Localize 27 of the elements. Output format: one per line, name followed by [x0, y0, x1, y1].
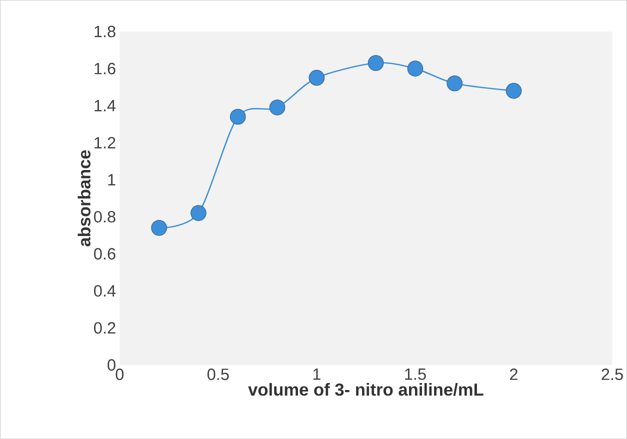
x-tick-label: 0.5 [207, 368, 229, 380]
y-tick-label: 0.8 [94, 211, 116, 223]
x-tick-label: 2 [510, 368, 518, 380]
y-tick-label: 0.6 [94, 248, 116, 260]
point [151, 220, 167, 236]
point [308, 70, 325, 86]
x-tick-label: 1.5 [405, 368, 426, 380]
point [230, 108, 246, 125]
point [407, 60, 424, 77]
point [506, 82, 522, 99]
y-tick-label: 1.8 [94, 26, 116, 38]
y-tick-label: 1 [108, 174, 116, 186]
point [190, 205, 206, 222]
y-tick-label: 1.6 [94, 62, 116, 74]
x-tick-label: 1 [313, 368, 320, 380]
y-tick-label: 0.4 [94, 285, 116, 297]
y-axis-title: absorbance [78, 150, 90, 246]
y-tick-label: 0.2 [94, 322, 116, 334]
y-tick-label: 1.2 [94, 137, 116, 148]
x-tick-label: 2.5 [602, 368, 623, 380]
x-axis-title: volume of 3- nitro aniline/mL [248, 383, 484, 396]
point [269, 100, 286, 116]
x-tick-label: 0 [116, 368, 124, 380]
y-tick-label: 0 [108, 359, 116, 371]
point [368, 55, 384, 71]
point [446, 76, 463, 92]
y-tick-label: 1.4 [94, 100, 116, 112]
